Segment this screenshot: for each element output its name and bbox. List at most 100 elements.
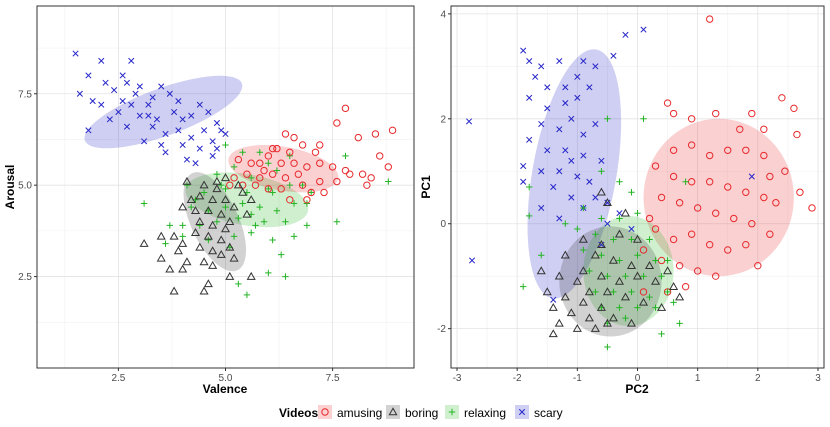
point-relaxing xyxy=(200,189,208,196)
point-boring xyxy=(169,231,179,240)
point-boring xyxy=(220,224,231,233)
ellipse-boring xyxy=(559,226,662,337)
point-relaxing xyxy=(538,252,545,259)
point-scary xyxy=(568,115,575,122)
point-scary xyxy=(115,108,122,116)
point-relaxing xyxy=(616,215,623,222)
point-amusing xyxy=(264,152,273,160)
point-scary xyxy=(544,105,551,112)
point-relaxing xyxy=(682,178,689,185)
point-relaxing xyxy=(592,288,599,296)
point-boring xyxy=(669,281,679,290)
point-relaxing xyxy=(230,163,238,171)
point-boring xyxy=(572,276,582,285)
point-amusing xyxy=(303,163,311,171)
point-amusing xyxy=(693,267,702,275)
point-amusing xyxy=(742,188,750,196)
point-scary xyxy=(604,199,611,206)
point-amusing xyxy=(256,159,264,167)
point-amusing xyxy=(766,172,774,181)
ellipse-scary xyxy=(527,49,622,299)
point-relaxing xyxy=(239,149,246,156)
point-scary xyxy=(119,97,126,105)
point-relaxing xyxy=(598,252,605,259)
point-relaxing xyxy=(519,283,527,290)
point-amusing xyxy=(693,204,702,212)
point-scary xyxy=(76,90,83,97)
point-relaxing xyxy=(604,115,611,122)
point-relaxing xyxy=(166,222,174,229)
point-scary xyxy=(544,84,551,91)
point-scary xyxy=(520,47,527,54)
point-boring xyxy=(572,323,582,332)
point-relaxing xyxy=(265,160,272,167)
point-boring xyxy=(165,264,175,273)
point-relaxing xyxy=(269,189,276,196)
point-scary xyxy=(106,116,113,123)
point-boring xyxy=(203,206,213,215)
point-amusing xyxy=(268,144,277,153)
point-relaxing xyxy=(235,280,242,288)
point-amusing xyxy=(371,130,380,138)
point-scary xyxy=(145,101,152,108)
point-scary xyxy=(136,112,143,119)
legend-key-amusing xyxy=(318,405,332,419)
point-scary xyxy=(128,101,135,108)
point-amusing xyxy=(376,152,384,160)
point-scary xyxy=(538,168,545,175)
x-tick-label: 5.0 xyxy=(219,373,233,384)
point-scary xyxy=(183,156,191,163)
legend-symbol-scary xyxy=(518,408,526,416)
point-relaxing xyxy=(179,222,186,229)
point-boring xyxy=(614,229,624,238)
legend-label-scary: scary xyxy=(534,406,563,420)
point-amusing xyxy=(724,183,732,191)
x-tick-label: 2.5 xyxy=(111,373,125,384)
point-boring xyxy=(602,318,612,327)
point-scary xyxy=(465,118,473,125)
point-scary xyxy=(196,145,203,152)
point-scary xyxy=(550,183,557,191)
point-amusing xyxy=(651,225,660,233)
series-amusing xyxy=(226,104,397,204)
point-scary xyxy=(89,97,96,105)
point-relaxing xyxy=(574,225,581,233)
point-boring xyxy=(246,195,256,204)
point-amusing xyxy=(748,109,756,118)
point-boring xyxy=(596,271,606,280)
point-scary xyxy=(640,26,647,33)
point-boring xyxy=(208,220,218,229)
point-amusing xyxy=(230,174,238,182)
point-amusing xyxy=(705,15,714,23)
point-scary xyxy=(201,127,208,134)
point-relaxing xyxy=(213,218,221,225)
point-scary xyxy=(141,138,148,145)
point-relaxing xyxy=(256,149,263,156)
point-scary xyxy=(580,131,587,138)
point-scary xyxy=(98,57,105,64)
x-tick-label: 2 xyxy=(755,373,761,384)
point-relaxing xyxy=(586,267,593,275)
point-scary xyxy=(604,220,611,227)
series-boring xyxy=(139,173,256,295)
point-relaxing xyxy=(628,288,635,296)
point-scary xyxy=(550,296,557,303)
point-boring xyxy=(190,206,201,215)
legend-symbol-amusing xyxy=(321,408,329,416)
point-boring xyxy=(584,313,594,322)
point-scary xyxy=(592,63,599,70)
point-relaxing xyxy=(213,171,221,178)
point-boring xyxy=(608,255,618,264)
point-scary xyxy=(179,141,186,149)
point-boring xyxy=(663,266,673,275)
point-relaxing xyxy=(303,222,311,229)
point-amusing xyxy=(311,148,320,156)
point-boring xyxy=(216,209,226,218)
point-amusing xyxy=(760,193,768,202)
point-scary xyxy=(574,173,581,180)
ellipse-amusing xyxy=(643,118,794,277)
point-amusing xyxy=(645,214,654,223)
point-boring xyxy=(242,209,252,218)
point-boring xyxy=(632,271,643,280)
point-scary xyxy=(532,73,539,80)
